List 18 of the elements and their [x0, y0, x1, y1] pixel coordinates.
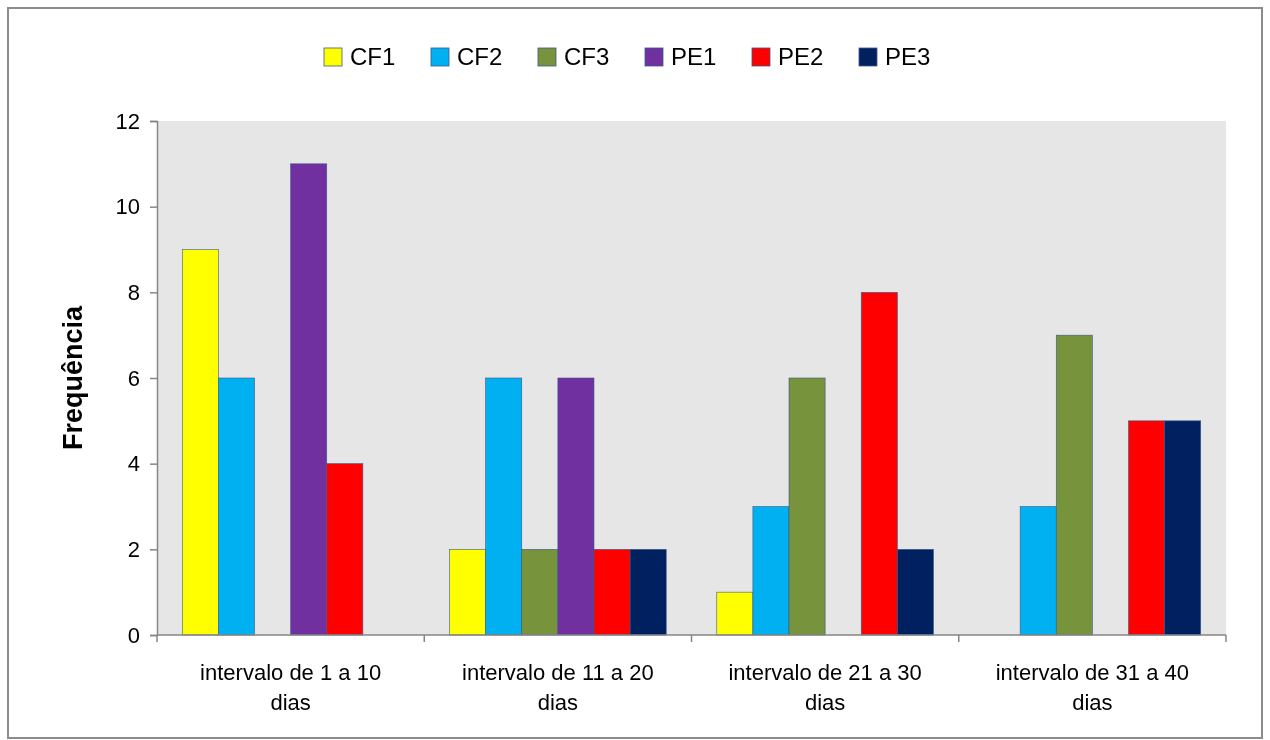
- legend-label: PE3: [885, 43, 931, 71]
- legend-label: CF3: [564, 43, 610, 71]
- y-tick-label: 0: [127, 622, 140, 648]
- y-tick-label: 10: [115, 194, 140, 220]
- legend-label: CF1: [350, 43, 396, 71]
- legend-label: PE1: [671, 43, 717, 71]
- legend-label: CF2: [457, 43, 503, 71]
- y-tick-label: 12: [115, 108, 140, 134]
- y-tick-label: 2: [127, 536, 140, 562]
- x-tick-label: intervalo de 1 a 10 dias: [200, 660, 382, 715]
- x-tick-label: intervalo de 11 a 20 dias: [462, 660, 654, 715]
- y-tick-label: 8: [127, 279, 140, 305]
- legend-label: PE2: [778, 43, 824, 71]
- x-tick-label: intervalo de 31 a 40 dias: [995, 660, 1190, 715]
- y-axis-title: Frequência: [58, 305, 88, 451]
- y-tick-label: 4: [127, 451, 140, 477]
- y-tick-label: 6: [127, 365, 140, 391]
- x-tick-label: intervalo de 21 a 30 dias: [728, 660, 922, 715]
